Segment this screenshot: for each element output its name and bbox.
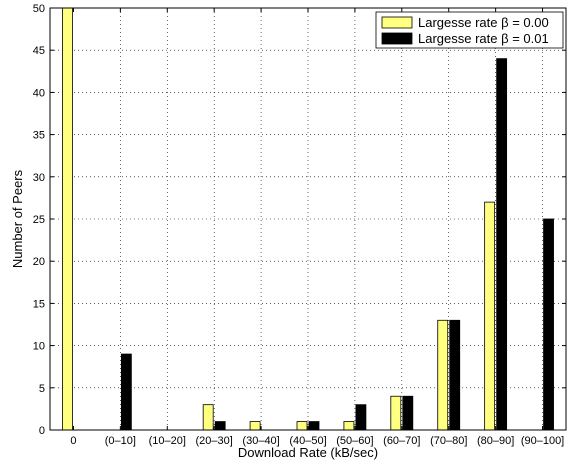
legend-swatch-series-2 [381,32,413,45]
legend: Largesse rate β = 0.00 Largesse rate β =… [375,11,564,49]
bar-series-2-9 [496,58,508,431]
bar-series-2-1 [120,353,132,431]
legend-swatch-series-1 [381,16,413,29]
bar-series-2-8 [449,319,461,431]
bar-series-1-7 [390,395,402,431]
y-tick-label: 30 [33,172,45,184]
bar-series-2-3 [214,421,226,431]
x-tick-label: (30–40] [242,435,279,447]
y-tick-label: 0 [39,425,45,437]
bar-series-1-6 [343,421,355,431]
x-tick-label: (0–10] [105,435,136,447]
y-tick-label: 15 [33,298,45,310]
y-tick-label: 35 [33,130,45,142]
bar-series-2-5 [308,421,320,431]
x-tick-label: (70–80] [430,435,467,447]
x-tick-label: (20–30] [196,435,233,447]
ticks: 0 5 10 15 20 25 30 35 40 45 50 0 (0–10] (10–20] (20–30… [33,3,566,447]
bar-series-1-3 [202,404,214,431]
y-tick-label: 50 [33,3,45,15]
y-tick-label: 5 [39,383,45,395]
bar-series-2-10 [543,218,554,431]
bar-series-1-0 [62,7,73,431]
bar-series-1-9 [484,201,496,431]
y-axis-label: Number of Peers [10,169,25,268]
legend-label-series-1: Largesse rate β = 0.00 [418,15,549,30]
bar-series-1-4 [249,421,261,431]
y-tick-label: 40 [33,87,45,99]
y-tick-label: 20 [33,256,45,268]
legend-label-series-2: Largesse rate β = 0.01 [418,31,549,46]
bar-series-1-5 [296,421,308,431]
y-tick-label: 25 [33,214,45,226]
x-tick-label: (40–50] [289,435,326,447]
x-tick-label: (50–60] [336,435,373,447]
y-tick-label: 10 [33,341,45,353]
bar-series-2-6 [355,404,367,431]
bar-series-1-8 [437,319,449,431]
x-axis-label: Download Rate (kB/sec) [238,445,378,460]
bar-series-2-7 [402,395,414,431]
x-tick-label: (80–90] [477,435,514,447]
x-tick-label: (90–100] [521,435,564,447]
x-tick-label: (10–20] [149,435,186,447]
x-tick-label: 0 [70,435,76,447]
y-tick-label: 45 [33,45,45,57]
bars [62,7,554,431]
x-tick-label: (60–70] [383,435,420,447]
